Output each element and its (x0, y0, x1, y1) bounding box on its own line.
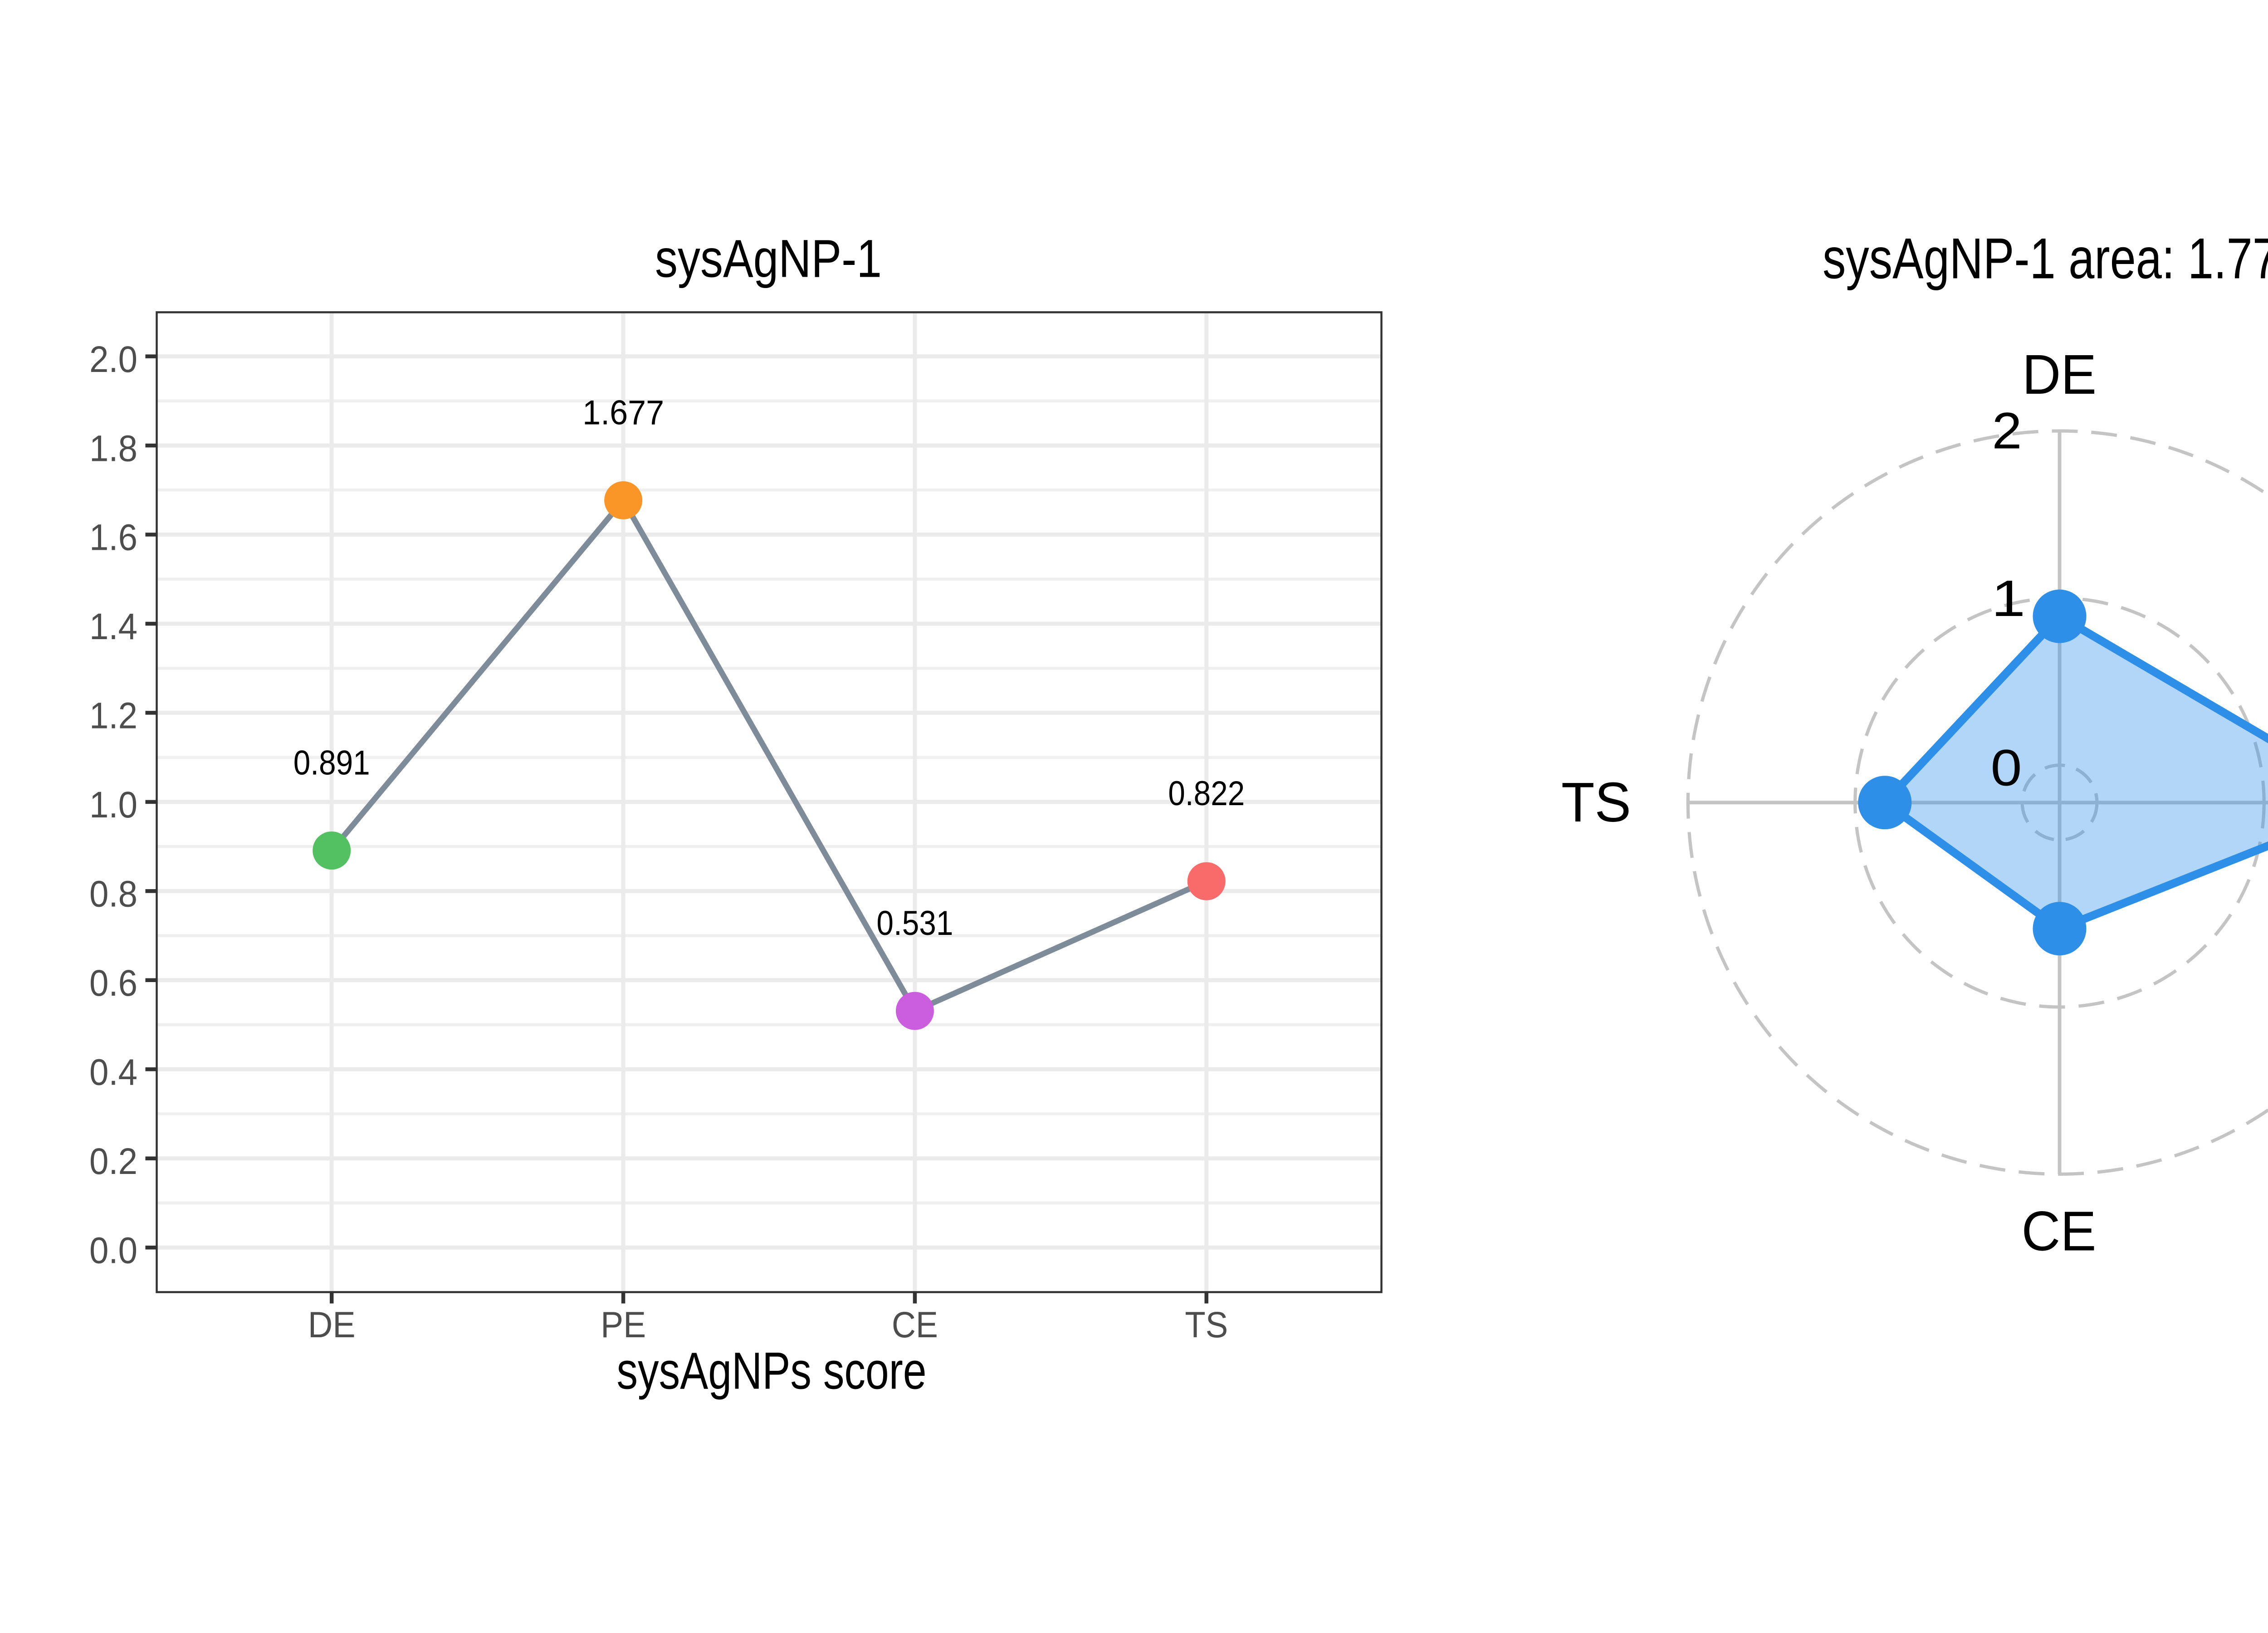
svg-text:TS: TS (1185, 1305, 1228, 1345)
svg-text:0.8: 0.8 (89, 874, 137, 915)
svg-text:DE: DE (308, 1305, 356, 1345)
svg-text:1.8: 1.8 (89, 428, 137, 469)
svg-text:TS: TS (1561, 772, 1631, 834)
svg-text:0.4: 0.4 (89, 1052, 137, 1093)
svg-text:1.6: 1.6 (89, 517, 137, 558)
svg-text:0.822: 0.822 (1168, 774, 1245, 813)
svg-text:PE: PE (601, 1305, 646, 1345)
svg-text:1.2: 1.2 (89, 695, 137, 737)
svg-text:CE: CE (892, 1305, 938, 1345)
svg-text:sysAgNP-1: sysAgNP-1 (655, 229, 882, 289)
svg-text:1.4: 1.4 (89, 606, 137, 647)
svg-text:1.0: 1.0 (89, 784, 137, 826)
svg-text:DE: DE (2022, 344, 2097, 406)
svg-text:0.891: 0.891 (293, 744, 370, 782)
svg-text:0.2: 0.2 (89, 1141, 137, 1182)
svg-text:1: 1 (1991, 570, 2025, 627)
svg-text:0: 0 (1991, 739, 2022, 797)
svg-text:0.0: 0.0 (89, 1230, 137, 1271)
svg-text:2.0: 2.0 (89, 339, 137, 380)
svg-text:0.531: 0.531 (876, 904, 953, 943)
svg-text:CE: CE (2022, 1200, 2097, 1262)
svg-text:2: 2 (1992, 402, 2022, 459)
svg-text:0.6: 0.6 (89, 963, 137, 1004)
svg-text:1.677: 1.677 (582, 393, 664, 432)
svg-text:sysAgNP-1 area: 1.777: sysAgNP-1 area: 1.777 (1823, 226, 2268, 290)
svg-text:sysAgNPs score: sysAgNPs score (617, 1342, 927, 1400)
